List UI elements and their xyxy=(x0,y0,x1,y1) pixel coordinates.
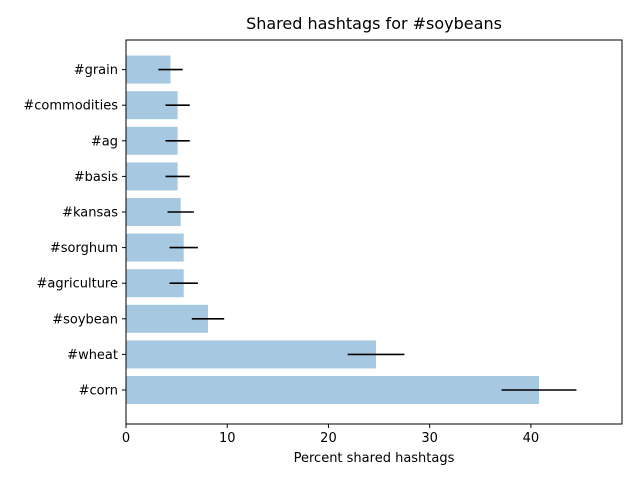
x-tick-label: 40 xyxy=(523,431,540,446)
x-tick-label: 20 xyxy=(320,431,337,446)
y-tick-label: #agriculture xyxy=(37,277,118,292)
bars-group xyxy=(126,55,539,404)
plot-frame xyxy=(125,39,623,425)
x-axis-label: Percent shared hashtags xyxy=(294,451,455,466)
x-tick-label: 0 xyxy=(122,431,130,446)
y-tick-label: #commodities xyxy=(23,99,118,114)
bar xyxy=(126,340,377,369)
y-tick-label: #wheat xyxy=(67,348,118,363)
y-tick-label: #grain xyxy=(74,63,118,78)
x-axis-ticks: 0 10 20 30 40 xyxy=(122,424,539,446)
x-tick-label: 30 xyxy=(421,431,438,446)
y-tick-label: #corn xyxy=(79,384,118,399)
y-tick-label: #sorghum xyxy=(50,241,118,256)
y-tick-label: #basis xyxy=(74,170,118,185)
y-tick-label: #soybean xyxy=(52,312,118,327)
x-tick-label: 10 xyxy=(219,431,236,446)
y-tick-label: #ag xyxy=(91,134,118,149)
chart-title: Shared hashtags for #soybeans xyxy=(246,14,502,33)
error-bars-group xyxy=(158,68,577,391)
bar xyxy=(126,376,539,404)
y-tick-label: #kansas xyxy=(62,206,118,221)
y-axis-ticks: #corn #wheat #soybean #agriculture #sorghum #… xyxy=(23,63,126,399)
